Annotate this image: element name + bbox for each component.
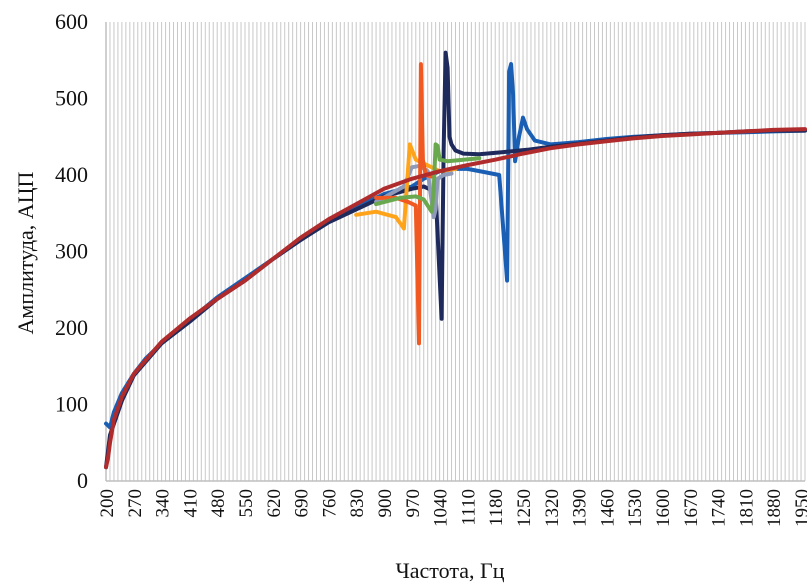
x-tick-label: 1530 (625, 489, 646, 527)
x-tick-label: 340 (153, 489, 174, 518)
axes (105, 22, 805, 482)
x-tick-label: 1250 (514, 489, 535, 527)
x-tick-label: 1460 (597, 489, 618, 527)
x-tick-label: 1740 (709, 489, 730, 527)
x-tick-label: 1320 (542, 489, 563, 527)
x-tick-label: 550 (236, 489, 257, 518)
x-tick-label: 1810 (736, 489, 757, 527)
series-lines (104, 50, 807, 470)
y-tick-label: 200 (55, 315, 88, 340)
y-tick-label: 300 (55, 239, 88, 264)
x-tick-label: 1040 (431, 489, 452, 527)
x-tick-label: 1390 (570, 489, 591, 527)
x-axis-title: Частота, Гц (395, 558, 504, 583)
x-tick-label: 270 (125, 489, 146, 518)
x-tick-label: 760 (319, 489, 340, 518)
y-tick-label: 600 (55, 9, 88, 34)
x-tick-label: 830 (347, 489, 368, 518)
x-tick-labels: 200 270 340 410 480 550 620 690 760 830 900 970 1040… (97, 489, 807, 527)
series-line-6 (374, 142, 482, 214)
gridlines (109, 22, 806, 481)
x-tick-label: 1600 (653, 489, 674, 527)
y-tick-label: 500 (55, 86, 88, 111)
x-tick-label: 1880 (764, 489, 785, 527)
x-tick-label: 690 (292, 489, 313, 518)
y-tick-label: 400 (55, 162, 88, 187)
y-tick-labels: 0 100 200 300 400 500 600 (55, 9, 88, 493)
y-tick-label: 0 (77, 468, 88, 493)
x-tick-label: 480 (208, 489, 229, 518)
x-tick-label: 620 (264, 489, 285, 518)
y-tick-label: 100 (55, 392, 88, 417)
x-tick-label: 1950 (792, 489, 807, 527)
x-tick-label: 1670 (681, 489, 702, 527)
series-line-7 (104, 127, 807, 470)
x-tick-label: 900 (375, 489, 396, 518)
x-tick-label: 200 (97, 489, 118, 518)
x-tick-label: 410 (180, 489, 201, 518)
x-tick-label: 1110 (458, 489, 479, 526)
y-axis-title: Амплитуда, АЦП (13, 171, 38, 334)
x-tick-label: 970 (403, 489, 424, 518)
x-tick-label: 1180 (486, 489, 507, 526)
